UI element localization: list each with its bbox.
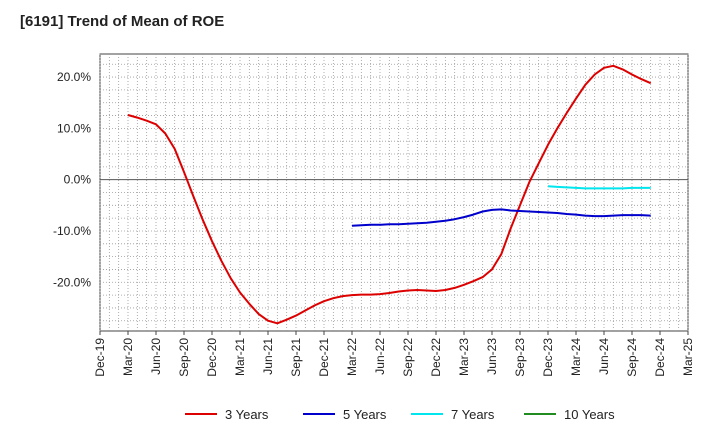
- y-tick-label: 20.0%: [57, 70, 91, 84]
- legend-label-3-years: 3 Years: [225, 407, 269, 422]
- x-tick-label: Jun-20: [149, 338, 163, 375]
- x-tick-label: Dec-19: [93, 338, 107, 377]
- x-tick-label: Jun-21: [261, 338, 275, 375]
- x-tick-label: Dec-22: [429, 338, 443, 377]
- x-tick-label: Dec-20: [205, 338, 219, 377]
- x-tick-label: Jun-23: [485, 338, 499, 375]
- legend-label-7-years: 7 Years: [451, 407, 495, 422]
- series-line-7-years: [547, 185, 651, 190]
- x-tick-label: Jun-22: [373, 338, 387, 375]
- x-tick-label: Sep-20: [177, 338, 191, 377]
- x-tick-label: Mar-22: [345, 338, 359, 376]
- y-tick-label: 10.0%: [57, 121, 91, 135]
- x-tick-label: Mar-23: [457, 338, 471, 376]
- x-tick-label: Dec-21: [317, 338, 331, 377]
- x-tick-label: Dec-23: [541, 338, 555, 377]
- legend-label-10-years: 10 Years: [564, 407, 615, 422]
- legend-label-5-years: 5 Years: [343, 407, 387, 422]
- x-tick-label: Sep-21: [289, 338, 303, 377]
- x-tick-label: Dec-24: [653, 338, 667, 377]
- x-tick-label: Sep-23: [513, 338, 527, 377]
- y-tick-label: -10.0%: [53, 224, 91, 238]
- x-tick-label: Sep-24: [625, 338, 639, 377]
- x-tick-label: Jun-24: [597, 338, 611, 375]
- y-tick-label: 0.0%: [64, 173, 92, 187]
- y-tick-label: -20.0%: [53, 275, 91, 289]
- x-tick-label: Mar-21: [233, 338, 247, 376]
- x-tick-label: Mar-24: [569, 338, 583, 376]
- series-line-3-years: [127, 64, 652, 325]
- x-tick-label: Mar-25: [681, 338, 695, 376]
- series-line-5-years: [351, 208, 651, 227]
- chart-title: [6191] Trend of Mean of ROE: [20, 13, 225, 30]
- x-tick-label: Sep-22: [401, 338, 415, 377]
- x-tick-label: Mar-20: [121, 338, 135, 376]
